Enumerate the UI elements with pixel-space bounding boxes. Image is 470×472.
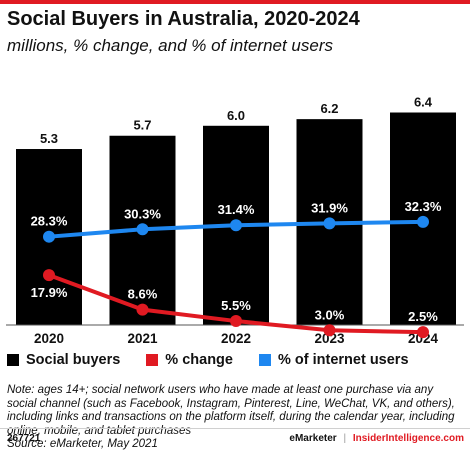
legend-label-pct-internet-users: % of internet users — [277, 352, 409, 368]
pct-change-point-2020 — [43, 269, 55, 282]
legend-label-social-buyers: Social buyers — [26, 352, 121, 368]
internet-users-label-2020: 28.3% — [31, 214, 68, 229]
legend-swatch-pct-change — [146, 354, 159, 366]
internet-users-label-2022: 31.4% — [218, 202, 255, 217]
legend-swatch-pct-internet-users — [258, 354, 271, 366]
x-tick-label-2024: 2024 — [408, 331, 439, 346]
footer-brand: eMarketer | InsiderIntelligence.com — [289, 433, 464, 444]
x-tick-label-2021: 2021 — [127, 331, 158, 346]
chart-notes: Note: ages 14+; social network users who… — [7, 384, 463, 452]
legend-item-social-buyers: Social buyers — [7, 352, 120, 368]
chart-id: 267721 — [7, 433, 41, 444]
pct-change-point-2021 — [136, 303, 149, 316]
internet-users-point-2022 — [230, 219, 242, 232]
internet-users-point-2023 — [323, 217, 336, 230]
top-accent-rule — [0, 0, 470, 4]
internet-users-label-2021: 30.3% — [124, 206, 161, 221]
brand-insider-intelligence: InsiderIntelligence.com — [352, 433, 464, 444]
chart-title: Social Buyers in Australia, 2020-2024 — [7, 8, 360, 30]
chart-subtitle: millions, % change, and % of internet us… — [7, 36, 334, 55]
bar-label-2022: 6.0 — [227, 108, 245, 123]
pct-change-label-2023: 3.0% — [315, 307, 345, 322]
x-tick-label-2022: 2022 — [221, 331, 251, 346]
pct-change-label-2021: 8.6% — [128, 287, 158, 302]
internet-users-point-2020 — [43, 230, 55, 243]
internet-users-point-2021 — [136, 223, 149, 236]
pct-change-point-2023 — [323, 324, 336, 337]
internet-users-label-2023: 31.9% — [311, 200, 348, 215]
internet-users-label-2024: 32.3% — [405, 199, 442, 214]
chart-area: 5.3 5.7 6.0 6.2 6.4 2020 2021 2022 2023 2024 28.3%… — [6, 95, 464, 346]
legend-label-pct-change: % change — [165, 352, 233, 368]
pct-change-label-2022: 5.5% — [221, 298, 251, 313]
pct-change-label-2020: 17.9% — [31, 285, 68, 300]
brand-separator: | — [343, 433, 347, 444]
legend-item-pct-change: % change — [146, 352, 233, 368]
bar-label-2020: 5.3 — [40, 131, 58, 146]
bar-label-2024: 6.4 — [414, 95, 433, 110]
pct-change-label-2024: 2.5% — [408, 309, 438, 324]
bar-label-2023: 6.2 — [320, 101, 338, 116]
legend: Social buyers % change % of internet use… — [7, 352, 409, 368]
pct-change-point-2022 — [230, 315, 242, 328]
note-text: Note: ages 14+; social network users who… — [7, 384, 455, 437]
source-text: Source: eMarketer, May 2021 — [7, 438, 158, 450]
brand-emarketer: eMarketer — [289, 433, 337, 444]
legend-item-pct-internet-users: % of internet users — [258, 352, 409, 368]
pct-change-point-2024 — [417, 326, 429, 339]
bar-label-2021: 5.7 — [133, 118, 151, 133]
x-tick-label-2023: 2023 — [314, 331, 345, 346]
footer: 267721 eMarketer | InsiderIntelligence.c… — [0, 428, 470, 472]
x-tick-label-2020: 2020 — [34, 331, 64, 346]
internet-users-point-2024 — [417, 215, 429, 228]
legend-swatch-social-buyers — [7, 354, 19, 366]
